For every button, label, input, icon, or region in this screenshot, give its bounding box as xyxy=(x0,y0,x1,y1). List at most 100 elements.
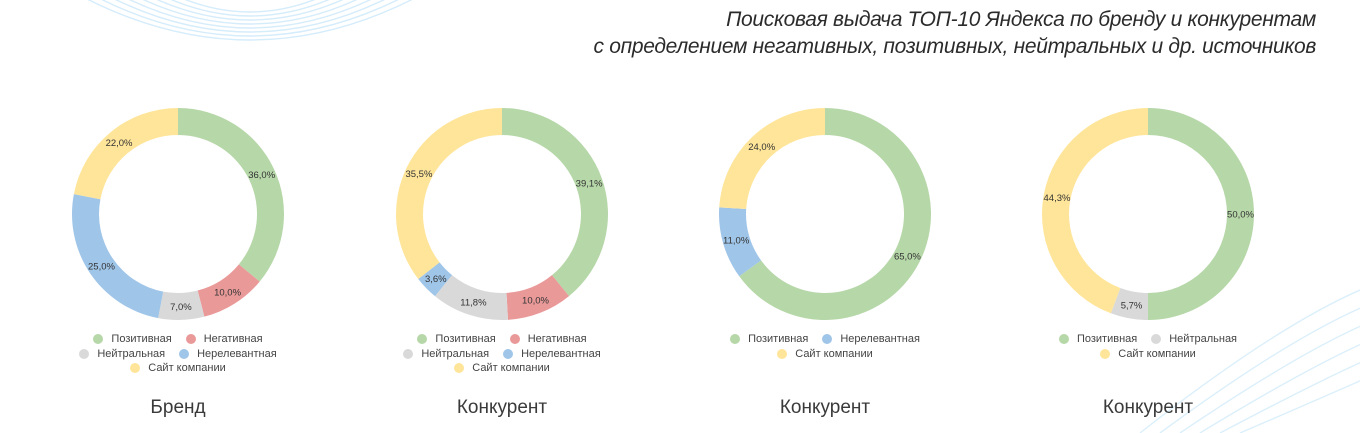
donut-segment-company-site xyxy=(396,108,502,279)
donut-segment-company-site xyxy=(1042,107,1148,314)
legend-dot-icon xyxy=(130,363,141,374)
donut-segment-neutral xyxy=(158,290,205,320)
donut-segment-negative xyxy=(197,264,260,317)
legend-row: Позитивная Нейтральная xyxy=(1018,332,1278,347)
segment-value-label: 3,6% xyxy=(425,274,447,285)
legend-label: Нейтральная xyxy=(97,347,166,360)
legend-dot-icon xyxy=(777,348,788,359)
legend-item-company-site: Сайт компании xyxy=(130,361,226,376)
donut-segment-company-site xyxy=(719,108,825,210)
segment-value-label: 44,3% xyxy=(1044,193,1071,204)
chart-caption: Конкурент xyxy=(456,397,548,418)
segment-value-label: 35,5% xyxy=(405,169,432,180)
donut-chart: 50,0% 5,7% 44,3% xyxy=(1042,107,1255,320)
legend-item-irrelevant: Нерелевантная xyxy=(503,347,601,362)
legend-item-company-site: Сайт компании xyxy=(1100,347,1196,362)
legend-row: Позитивная Нерелевантная xyxy=(695,332,955,347)
segment-value-label: 65,0% xyxy=(894,251,921,262)
donut-chart: 36,0% 10,0% 7,0% 25,0% 22,0% xyxy=(72,108,284,320)
segment-value-label: 25,0% xyxy=(88,261,115,272)
chart-caption: Конкурент xyxy=(1102,397,1194,418)
donut-segment-neutral xyxy=(434,275,508,320)
legend-row: Сайт компании xyxy=(1018,347,1278,362)
legend-item-company-site: Сайт компании xyxy=(777,347,873,362)
chart-legend: Позитивная Негативная Нейтральная Нерелеван… xyxy=(48,332,308,376)
legend-row: Позитивная Негативная xyxy=(372,332,632,347)
donut-chart: 65,0% 11,0% 24,0% xyxy=(719,108,931,320)
legend-row: Нейтральная Нерелевантная xyxy=(372,347,632,362)
legend-label: Негативная xyxy=(527,333,587,345)
donut-segment-irrelevant xyxy=(418,262,453,297)
segment-value-label: 36,0% xyxy=(248,170,275,181)
legend-label: Сайт компании xyxy=(795,347,873,360)
segment-value-label: 22,0% xyxy=(106,138,133,149)
legend-label: Сайт компании xyxy=(1118,347,1196,360)
legend-dot-icon xyxy=(509,334,520,345)
donut-segment-positive xyxy=(502,108,608,297)
legend-item-irrelevant: Нерелевантная xyxy=(179,347,277,362)
legend-dot-icon xyxy=(79,348,90,359)
page-title: Поисковая выдача ТОП-10 Яндекса по бренд… xyxy=(593,6,1316,60)
donut-chart: 39,1% 10,0% 11,8% 3,6% 35,5% xyxy=(396,108,608,320)
legend-dot-icon xyxy=(179,348,190,359)
segment-value-label: 10,0% xyxy=(522,296,549,307)
segment-value-label: 7,0% xyxy=(170,302,192,313)
legend-dot-icon xyxy=(454,363,465,374)
chart-panel-competitor-1: 39,1% 10,0% 11,8% 3,6% 35,5% Позитивная Негат… xyxy=(372,100,632,433)
legend-row: Сайт компании xyxy=(695,347,955,362)
donut-segment-negative xyxy=(506,275,570,320)
legend-row: Сайт компании xyxy=(372,361,632,376)
donut-segment-neutral xyxy=(1110,287,1148,320)
legend-label: Нейтральная xyxy=(1169,333,1238,345)
title-line-1: Поисковая выдача ТОП-10 Яндекса по бренд… xyxy=(726,8,1316,31)
legend-label: Позитивная xyxy=(1076,333,1138,345)
legend-item-neutral: Нейтральная xyxy=(79,347,165,362)
legend-dot-icon xyxy=(1151,334,1162,345)
chart-panel-competitor-3: 50,0% 5,7% 44,3% Позитивная Нейтральная Сайт… xyxy=(1018,100,1278,433)
segment-value-label: 5,7% xyxy=(1121,301,1143,312)
segment-value-label: 10,0% xyxy=(214,288,241,299)
legend-item-irrelevant: Нерелевантная xyxy=(822,332,920,347)
chart-caption: Бренд xyxy=(150,397,206,418)
legend-dot-icon xyxy=(1058,334,1069,345)
donut-segment-irrelevant xyxy=(719,207,762,277)
segment-value-label: 24,0% xyxy=(748,142,775,153)
legend-dot-icon xyxy=(93,334,104,345)
legend-item-positive: Позитивная xyxy=(93,332,172,347)
segment-value-label: 50,0% xyxy=(1227,210,1254,221)
legend-label: Сайт компании xyxy=(472,362,550,374)
legend-label: Позитивная xyxy=(435,333,496,345)
legend-dot-icon xyxy=(185,334,196,345)
legend-item-positive: Позитивная xyxy=(417,332,496,347)
legend-item-negative: Негативная xyxy=(509,332,587,347)
legend-item-neutral: Нейтральная xyxy=(1151,332,1237,347)
chart-legend: Позитивная Нерелевантная Сайт компании xyxy=(695,332,955,361)
legend-item-negative: Негативная xyxy=(185,332,263,347)
segment-value-label: 11,8% xyxy=(460,297,487,308)
donut-segment-company-site xyxy=(73,108,178,200)
legend-dot-icon xyxy=(503,348,514,359)
donut-segment-positive xyxy=(1148,108,1254,320)
legend-label: Сайт компании xyxy=(148,362,226,374)
legend-label: Позитивная xyxy=(748,333,809,345)
legend-dot-icon xyxy=(1100,348,1111,359)
legend-item-positive: Позитивная xyxy=(1058,332,1138,347)
legend-dot-icon xyxy=(403,348,414,359)
donut-segment-irrelevant xyxy=(72,194,164,319)
chart-panel-competitor-2: 65,0% 11,0% 24,0% Позитивная Нерелевантная С… xyxy=(695,100,955,433)
segment-value-label: 39,1% xyxy=(576,178,603,189)
segment-value-label: 11,0% xyxy=(723,235,750,246)
chart-legend: Позитивная Негативная Нейтральная Нерелеван… xyxy=(372,332,632,376)
legend-dot-icon xyxy=(417,334,428,345)
legend-item-positive: Позитивная xyxy=(730,332,808,347)
legend-item-neutral: Нейтральная xyxy=(403,347,489,362)
legend-label: Нейтральная xyxy=(421,347,490,360)
legend-row: Нейтральная Нерелевантная xyxy=(48,347,308,362)
chart-panel-brand: 36,0% 10,0% 7,0% 25,0% 22,0% Позитивная Негат… xyxy=(48,100,308,433)
legend-label: Позитивная xyxy=(111,333,172,345)
legend-dot-icon xyxy=(730,334,741,345)
legend-label: Нерелевантная xyxy=(521,347,601,360)
legend-item-company-site: Сайт компании xyxy=(454,361,550,376)
legend-row: Сайт компании xyxy=(48,361,308,376)
donut-segment-positive xyxy=(178,108,284,282)
